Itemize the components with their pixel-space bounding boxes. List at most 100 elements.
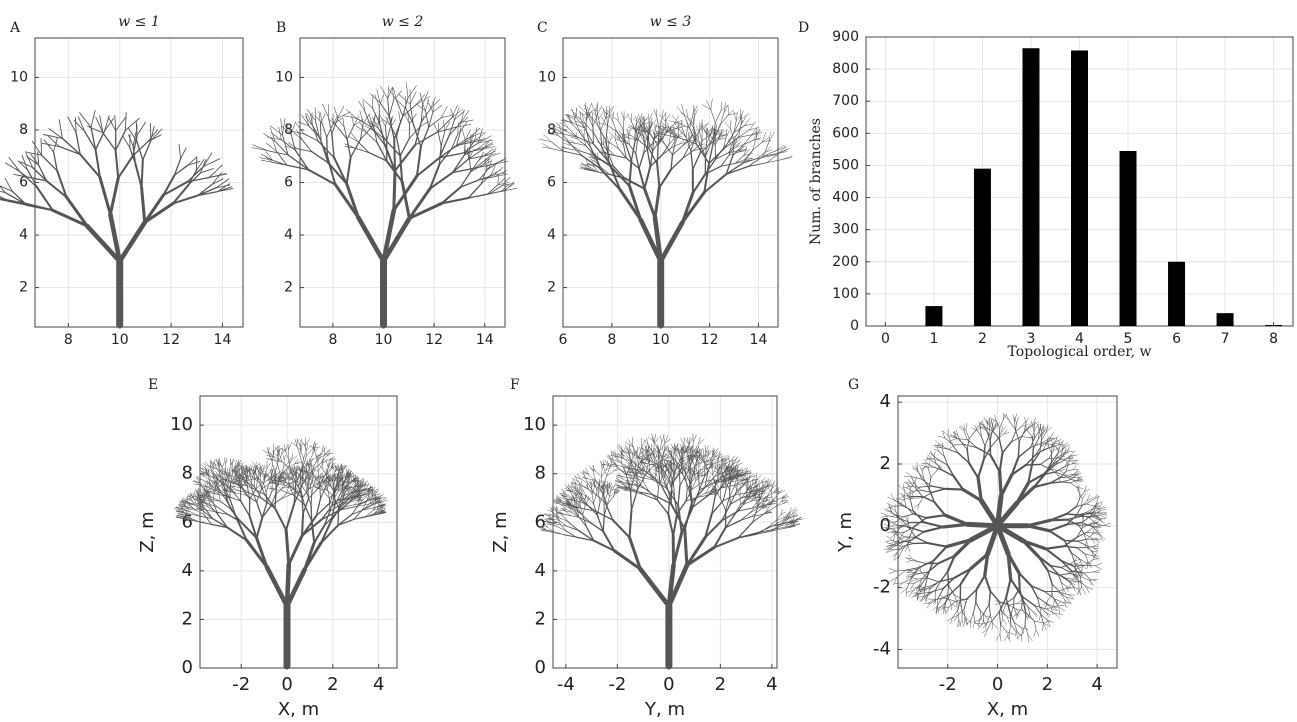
y-tick-label: 8 <box>19 122 28 138</box>
axes-frame <box>199 395 398 669</box>
panel-title: w ≤ 1 <box>118 14 160 30</box>
bar <box>1216 313 1234 326</box>
x-tick-label: 10 <box>652 332 670 348</box>
panel-label: G <box>848 377 859 393</box>
y-tick-label: 6 <box>547 175 556 191</box>
y-tick-label: 100 <box>832 286 859 302</box>
tree-branch <box>251 82 518 192</box>
x-tick-label: 4 <box>1091 674 1102 695</box>
y-tick-label: 4 <box>547 227 556 243</box>
x-tick-label: 3 <box>1027 331 1036 347</box>
bar <box>1119 150 1137 326</box>
y-tick-label: 8 <box>182 463 193 484</box>
y-tick-label: 200 <box>832 254 859 270</box>
tree-branch <box>897 427 1094 626</box>
x-axis-label: X, m <box>987 699 1028 720</box>
tree-branch <box>880 412 1111 643</box>
x-tick-label: 2 <box>1042 674 1053 695</box>
y-tick-label: 2 <box>284 280 293 296</box>
x-tick-label: 4 <box>766 674 777 695</box>
x-tick-label: 4 <box>1075 331 1084 347</box>
x-tick-label: 10 <box>375 332 393 348</box>
tree-drawing <box>0 110 234 329</box>
y-tick-label: 6 <box>182 511 193 532</box>
tree-branch <box>888 419 1104 635</box>
y-tick-label: 2 <box>547 280 556 296</box>
tree-branch <box>941 469 1053 581</box>
panel-label: B <box>276 20 286 36</box>
x-tick-label: 5 <box>1124 331 1133 347</box>
x-tick-label: 2 <box>978 331 987 347</box>
panel-label: E <box>148 377 158 393</box>
y-tick-label: 0 <box>850 318 859 334</box>
y-axis-label: Z, m <box>137 511 158 552</box>
x-tick-label: 8 <box>607 332 616 348</box>
tree-branch <box>173 437 388 521</box>
tree-branch <box>539 433 804 533</box>
y-tick-label: 700 <box>832 93 859 109</box>
bar <box>925 306 943 326</box>
tree-branch <box>965 493 1030 557</box>
tree-branch <box>267 97 506 195</box>
tree-branch <box>356 208 412 264</box>
tree-branch <box>538 98 793 171</box>
x-tick-label: -2 <box>939 674 957 695</box>
x-tick-label: 12 <box>162 332 180 348</box>
tree-branch <box>84 212 147 264</box>
y-tick-label: 0 <box>182 657 193 678</box>
panel-label: C <box>537 20 548 36</box>
x-tick-label: 12 <box>701 332 719 348</box>
y-tick-label: 800 <box>832 61 859 77</box>
y-tick-label: -4 <box>873 638 891 659</box>
y-tick-label: 2 <box>182 608 193 629</box>
y-tick-label: 8 <box>284 122 293 138</box>
tree-drawing <box>251 82 518 329</box>
tree-branch <box>638 563 690 609</box>
bar <box>1168 261 1186 326</box>
x-tick-label: 2 <box>715 674 726 695</box>
panel-title: w ≤ 3 <box>650 14 692 30</box>
x-tick-label: 8 <box>64 332 73 348</box>
x-tick-label: 2 <box>327 674 338 695</box>
y-tick-label: 2 <box>535 608 546 629</box>
x-axis-label: X, m <box>278 699 319 720</box>
y-axis-label: Num. of branches <box>808 118 824 245</box>
panel-label: D <box>798 20 809 36</box>
tree-branch <box>922 451 1068 599</box>
y-tick-label: 600 <box>832 125 859 141</box>
y-tick-label: 4 <box>880 391 891 412</box>
tree-drawing <box>538 98 793 329</box>
x-tick-label: 14 <box>750 332 768 348</box>
y-axis-label: Z, m <box>490 511 511 552</box>
x-tick-label: 8 <box>328 332 337 348</box>
x-tick-label: 14 <box>476 332 494 348</box>
y-tick-label: 10 <box>170 414 193 435</box>
tree-branch <box>0 110 234 202</box>
panel-label: A <box>9 20 21 36</box>
y-tick-label: 0 <box>535 657 546 678</box>
x-axis-label: Y, m <box>644 699 685 720</box>
y-tick-label: 300 <box>832 222 859 238</box>
y-tick-label: 4 <box>19 227 28 243</box>
tree-branch <box>592 501 740 552</box>
x-tick-label: 7 <box>1221 331 1230 347</box>
x-tick-label: 0 <box>663 674 674 695</box>
x-tick-label: 0 <box>281 674 292 695</box>
x-axis-label: Topological order, w <box>1008 344 1152 360</box>
y-tick-label: 10 <box>10 69 28 85</box>
y-tick-label: 0 <box>880 515 891 536</box>
y-tick-label: 4 <box>284 227 293 243</box>
x-tick-label: 12 <box>425 332 443 348</box>
y-tick-label: 6 <box>535 511 546 532</box>
tree-branch <box>245 528 323 571</box>
y-tick-label: 10 <box>538 69 556 85</box>
tree-branch <box>264 562 307 609</box>
panel-label: F <box>510 377 520 393</box>
tree-branch <box>612 527 716 571</box>
tree-branch <box>23 148 199 212</box>
y-tick-label: 400 <box>832 190 859 206</box>
axes-frame <box>552 395 778 669</box>
tree-branch <box>51 175 175 228</box>
tree-drawing <box>880 412 1111 643</box>
